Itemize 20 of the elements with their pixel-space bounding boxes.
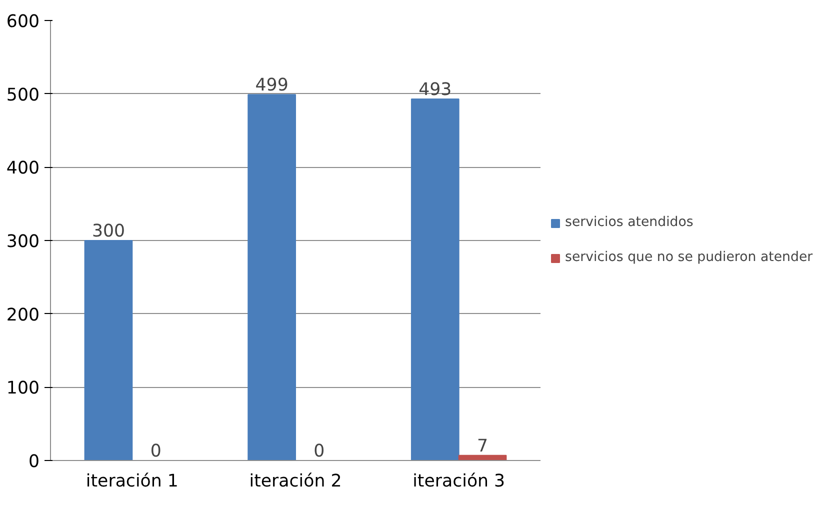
y-tick-label: 400 [6,158,40,179]
x-tick-label: iteración 2 [249,472,342,492]
x-tick-label: iteración 1 [86,472,178,492]
data-label: 7 [477,436,488,456]
y-tick-label: 500 [6,85,40,106]
y-tick-label: 0 [28,452,40,472]
y-tick-label: 300 [6,232,40,252]
data-label: 0 [150,442,162,462]
data-label: 499 [255,76,288,96]
x-tick-label: iteración 3 [412,472,506,492]
data-label: 300 [92,222,126,242]
legend-label: servicios atendidos [565,215,694,230]
bar [410,98,460,460]
data-label: 0 [314,442,325,462]
y-tick-label: 200 [6,305,40,326]
y-tick-label: 100 [6,378,40,399]
y-tick-label: 600 [6,12,40,32]
legend-label: servicios que no se pudieron atender [565,250,813,265]
bar [248,94,296,460]
bar [84,240,133,460]
